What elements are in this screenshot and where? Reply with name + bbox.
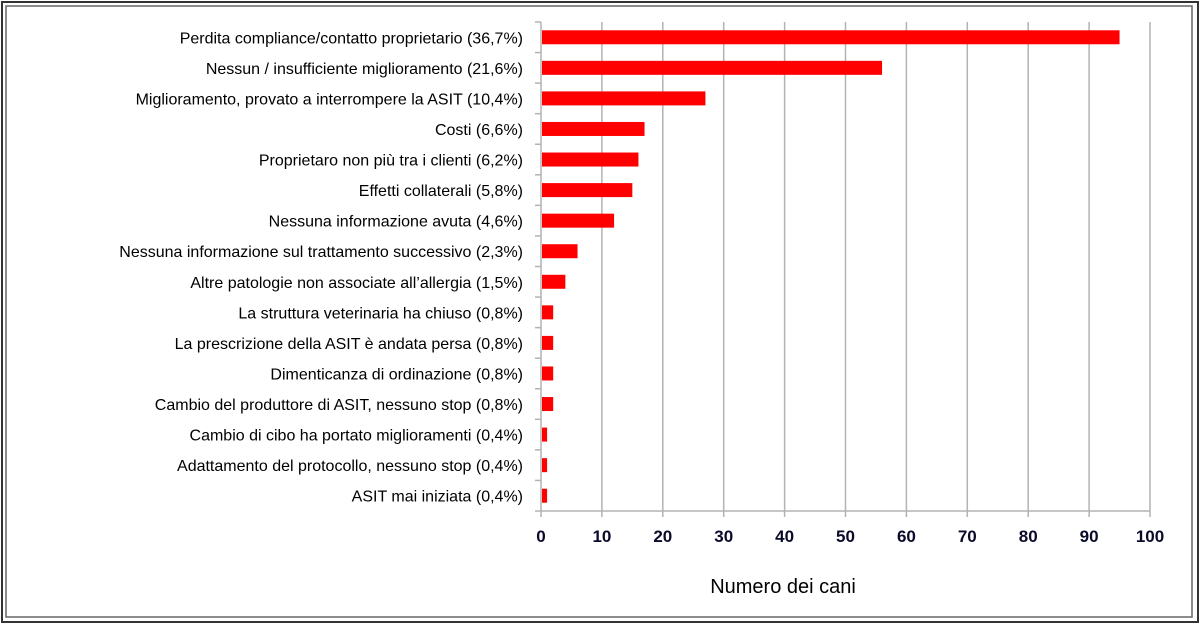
bar: [542, 183, 633, 198]
x-tick-label: 30: [714, 527, 733, 546]
category-label: Nessuna informazione avuta (4,6%): [269, 214, 523, 231]
category-label: Nessuna informazione sul trattamento suc…: [119, 244, 523, 261]
bar: [542, 91, 706, 106]
category-label: Miglioramento, provato a interrompere la…: [136, 91, 523, 108]
category-label: Nessun / insufficiente miglioramento (21…: [206, 61, 523, 78]
bar: [542, 366, 554, 381]
bar: [542, 274, 566, 289]
x-tick-label: 90: [1080, 527, 1099, 546]
x-tick-label: 60: [897, 527, 916, 546]
bar: [542, 60, 883, 75]
category-label: ASIT mai iniziata (0,4%): [352, 489, 523, 506]
category-label: Dimenticanza di ordinazione (0,8%): [270, 366, 523, 383]
bar: [542, 305, 554, 320]
bar: [542, 335, 554, 350]
x-axis-title: Numero dei cani: [710, 576, 856, 598]
x-tick-label: 0: [536, 527, 545, 546]
category-labels: Perdita compliance/contatto proprietario…: [119, 30, 523, 505]
category-label: Adattamento del protocollo, nessuno stop…: [177, 458, 523, 475]
bar: [542, 244, 578, 259]
x-tick-label: 100: [1136, 527, 1164, 546]
category-label: Cambio del produttore di ASIT, nessuno s…: [155, 397, 523, 414]
category-label: Proprietaro non più tra i clienti (6,2%): [259, 153, 523, 170]
bar: [542, 397, 554, 412]
category-label: La struttura veterinaria ha chiuso (0,8%…: [238, 305, 523, 322]
x-tick-label: 70: [958, 527, 977, 546]
bar: [542, 213, 615, 228]
grid-lines: [601, 22, 1151, 511]
category-label: La prescrizione della ASIT è andata pers…: [175, 336, 523, 353]
category-label: Altre patologie non associate all’allerg…: [190, 275, 523, 292]
category-label: Costi (6,6%): [435, 122, 523, 139]
bars: [542, 30, 1120, 503]
x-tick-label: 20: [653, 527, 672, 546]
x-tick-label: 50: [836, 527, 855, 546]
axes: [535, 21, 1151, 517]
bar: [542, 121, 645, 136]
category-label: Effetti collaterali (5,8%): [359, 183, 523, 200]
x-tick-label: 80: [1019, 527, 1038, 546]
bar: [542, 488, 548, 503]
inner-border: [5, 5, 1193, 618]
x-tick-labels: 0 10 20 30 40 50 60 70 80 90 100: [536, 527, 1164, 546]
bar: [542, 152, 639, 167]
bar: [542, 30, 1120, 45]
category-label: Cambio di cibo ha portato miglioramenti …: [190, 428, 523, 445]
x-tick-label: 40: [775, 527, 794, 546]
bar: [542, 458, 548, 473]
category-label: Perdita compliance/contatto proprietario…: [180, 30, 523, 47]
bar: [542, 427, 548, 442]
x-tick-label: 10: [592, 527, 611, 546]
